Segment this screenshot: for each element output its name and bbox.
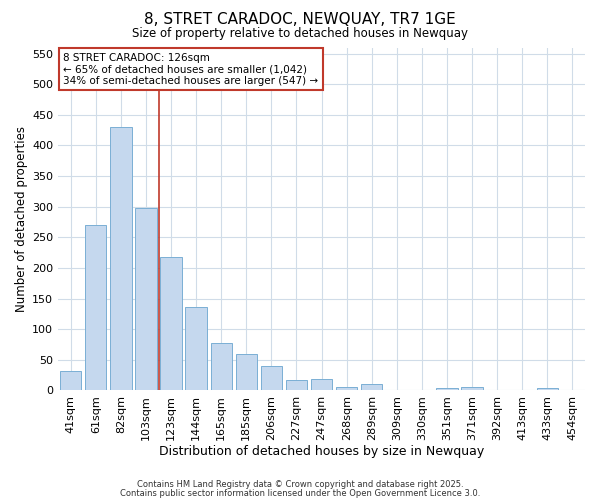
Bar [537, 388, 558, 390]
Bar [436, 388, 458, 390]
Bar [185, 307, 207, 390]
Text: 8 STRET CARADOC: 126sqm
← 65% of detached houses are smaller (1,042)
34% of semi: 8 STRET CARADOC: 126sqm ← 65% of detache… [64, 52, 319, 86]
Bar [286, 380, 307, 390]
Bar [211, 342, 232, 390]
X-axis label: Distribution of detached houses by size in Newquay: Distribution of detached houses by size … [159, 444, 484, 458]
Y-axis label: Number of detached properties: Number of detached properties [15, 126, 28, 312]
Text: Size of property relative to detached houses in Newquay: Size of property relative to detached ho… [132, 28, 468, 40]
Bar [236, 354, 257, 391]
Bar [135, 208, 157, 390]
Bar [461, 388, 483, 390]
Text: Contains HM Land Registry data © Crown copyright and database right 2025.: Contains HM Land Registry data © Crown c… [137, 480, 463, 489]
Bar [361, 384, 382, 390]
Bar [160, 257, 182, 390]
Bar [60, 371, 82, 390]
Bar [311, 378, 332, 390]
Bar [261, 366, 282, 390]
Bar [110, 127, 131, 390]
Text: Contains public sector information licensed under the Open Government Licence 3.: Contains public sector information licen… [120, 488, 480, 498]
Bar [85, 225, 106, 390]
Text: 8, STRET CARADOC, NEWQUAY, TR7 1GE: 8, STRET CARADOC, NEWQUAY, TR7 1GE [144, 12, 456, 28]
Bar [336, 386, 358, 390]
